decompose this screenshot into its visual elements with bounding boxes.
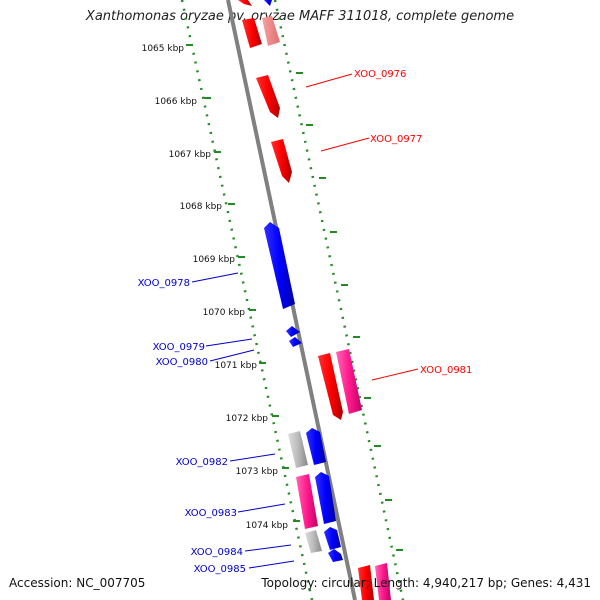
genome-title: Xanthomonas oryzae pv. oryzae MAFF 31101… <box>85 9 515 24</box>
gene-arrow-reverse <box>286 326 300 337</box>
gene-label-xoo-0985: XOO_0985 <box>194 564 246 575</box>
ruler-tick-label: 1066 kbp <box>155 97 198 107</box>
gene-arrow-gray <box>296 474 318 529</box>
ruler-tick-label: 1068 kbp <box>180 202 223 212</box>
topology-summary: Topology: circular; Length: 4,940,217 bp… <box>261 576 591 590</box>
gene-arrow-reverse <box>328 549 343 562</box>
gene-arrow-gray <box>288 431 308 468</box>
gene-arrow-forward <box>375 563 391 600</box>
gene-arrow-reverse <box>289 337 302 347</box>
gene-arrow-reverse <box>315 472 336 524</box>
ruler-tick-label: 1067 kbp <box>169 150 212 160</box>
ruler-tick-label: 1065 kbp <box>142 44 185 54</box>
ruler-tick-label: 1074 kbp <box>246 521 289 531</box>
gene-arrow-forward <box>358 565 374 600</box>
gene-label-xoo-0979: XOO_0979 <box>153 342 205 353</box>
gene-arrow-reverse <box>264 0 272 6</box>
gene-arrow-forward <box>262 16 280 46</box>
gene-arrow-forward <box>256 75 280 118</box>
gene-arrow-gray <box>305 530 322 553</box>
gene-arrow-reverse <box>324 527 341 550</box>
gene-labels: XOO_0976 XOO_0977 XOO_0981 XOO_0978 XOO_… <box>138 69 473 575</box>
gene-label-xoo-0983: XOO_0983 <box>185 508 237 519</box>
ruler-tick-label: 1069 kbp <box>193 255 236 265</box>
ruler-tick-label: 1072 kbp <box>226 414 269 424</box>
ruler-tick-label: 1071 kbp <box>215 361 258 371</box>
gene-label-xoo-0976: XOO_0976 <box>354 69 406 80</box>
ruler-tick-label: 1073 kbp <box>236 467 279 477</box>
gene-label-xoo-0984: XOO_0984 <box>191 547 243 558</box>
gene-label-xoo-0980: XOO_0980 <box>156 357 208 368</box>
ruler-dotted-line-left <box>180 0 314 600</box>
gene-label-xoo-0977: XOO_0977 <box>370 134 422 145</box>
gene-label-xoo-0978: XOO_0978 <box>138 278 190 289</box>
gene-arrow-forward <box>238 0 252 6</box>
gene-arrow-forward <box>271 139 292 183</box>
gene-arrow-forward <box>336 349 362 414</box>
gene-label-xoo-0982: XOO_0982 <box>176 457 228 468</box>
gene-arrow-forward <box>318 353 343 420</box>
gene-arrow-reverse <box>264 222 295 309</box>
gene-features <box>238 0 391 600</box>
ruler-dotted-line-right <box>273 0 405 600</box>
accession-label: Accession: NC_007705 <box>9 576 146 590</box>
label-leader-lines <box>191 73 419 569</box>
ruler-tick-label: 1070 kbp <box>203 308 246 318</box>
gene-arrow-forward <box>242 18 262 48</box>
gene-arrow-reverse <box>306 428 326 465</box>
gene-label-xoo-0981: XOO_0981 <box>420 365 472 376</box>
ruler-ticks: 1065 kbp 1066 kbp 1067 kbp 1068 kbp 1069… <box>142 44 403 551</box>
